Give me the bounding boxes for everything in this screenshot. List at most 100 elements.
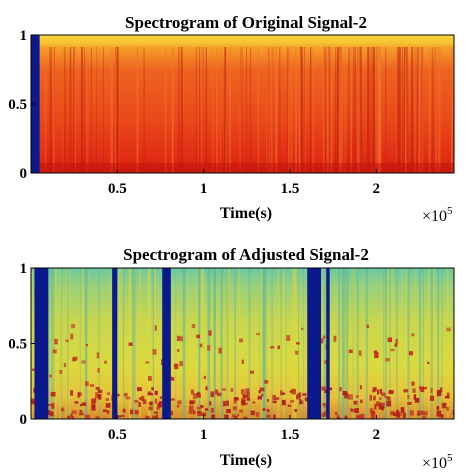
energy-blob <box>379 388 383 394</box>
energy-blob <box>370 413 375 419</box>
texture-stripe <box>367 47 370 173</box>
texture-stripe <box>440 47 442 173</box>
energy-blob <box>452 410 454 415</box>
texture-stripe <box>246 47 247 173</box>
texture-stripe <box>53 268 55 419</box>
energy-blob <box>375 401 381 407</box>
energy-blob <box>199 343 203 348</box>
energy-blob <box>409 410 414 416</box>
texture-stripe <box>152 268 155 419</box>
texture-stripe <box>279 47 281 173</box>
texture-stripe <box>309 47 312 173</box>
texture-stripe <box>137 47 139 173</box>
energy-blob <box>327 387 333 391</box>
energy-blob <box>369 394 373 401</box>
energy-blob <box>221 388 226 391</box>
energy-blob <box>373 350 378 353</box>
texture-stripe <box>221 268 223 419</box>
texture-stripe <box>118 268 121 419</box>
texture-stripe <box>357 47 360 173</box>
texture-stripe <box>202 268 205 419</box>
energy-blob <box>360 399 363 403</box>
texture-stripe <box>344 268 346 419</box>
energy-blob <box>258 390 261 394</box>
energy-blob <box>241 400 246 405</box>
energy-blob <box>210 407 215 413</box>
texture-stripe <box>65 268 67 419</box>
texture-stripe <box>283 268 286 419</box>
energy-blob <box>289 390 292 393</box>
texture-stripe <box>116 47 119 173</box>
texture-stripe <box>345 268 349 419</box>
energy-blob <box>65 339 69 343</box>
energy-blob <box>207 345 211 351</box>
energy-blob <box>414 397 420 403</box>
energy-blob <box>413 394 417 400</box>
energy-blob <box>437 390 442 396</box>
energy-blob <box>79 413 84 416</box>
energy-blob <box>208 401 212 406</box>
texture-stripe <box>324 47 327 173</box>
energy-blob <box>138 402 141 407</box>
energy-blob <box>400 407 405 413</box>
energy-blob <box>245 388 250 395</box>
energy-blob <box>381 392 386 397</box>
texture-stripe <box>372 47 375 173</box>
energy-blob <box>85 381 89 386</box>
energy-blob <box>150 401 153 406</box>
energy-blob <box>334 411 338 415</box>
energy-blob <box>366 324 369 329</box>
texture-stripe <box>407 268 410 419</box>
energy-blob <box>355 395 359 398</box>
energy-blob <box>347 394 353 400</box>
texture-stripe <box>212 47 214 173</box>
texture-stripe <box>374 47 376 173</box>
texture-stripe <box>213 268 216 419</box>
energy-blob <box>240 389 245 395</box>
energy-blob <box>179 336 184 342</box>
texture-stripe <box>422 268 424 419</box>
texture-stripe <box>200 268 204 419</box>
energy-blob <box>177 400 182 405</box>
texture-stripe <box>337 47 340 173</box>
energy-blob <box>70 413 73 418</box>
texture-stripe <box>383 268 384 419</box>
energy-blob <box>176 404 180 408</box>
energy-blob <box>201 412 207 417</box>
energy-blob <box>179 360 184 367</box>
texture-stripe <box>228 47 231 173</box>
masked-region <box>31 35 40 173</box>
energy-blob <box>224 414 229 419</box>
energy-blob <box>280 390 283 396</box>
energy-blob <box>286 335 291 341</box>
energy-blob <box>123 392 128 397</box>
texture-stripe <box>178 47 180 173</box>
energy-blob <box>382 405 385 409</box>
texture-stripe <box>205 47 207 173</box>
x-tick-label: 1.5 <box>281 427 300 443</box>
texture-stripe <box>195 47 197 173</box>
texture-stripe <box>341 47 343 173</box>
texture-stripe <box>59 268 62 419</box>
texture-stripe <box>131 268 135 419</box>
energy-blob <box>230 388 234 392</box>
texture-stripe <box>359 47 361 173</box>
energy-blob <box>102 409 107 413</box>
texture-stripe <box>198 268 201 419</box>
x-axis-ticks: 0.5 1 1.5 2 <box>108 169 380 197</box>
energy-blob <box>155 414 158 419</box>
energy-blob <box>294 409 298 413</box>
energy-blob <box>154 325 157 331</box>
texture-stripe <box>356 47 360 173</box>
texture-stripe <box>391 268 394 419</box>
texture-stripe <box>118 47 120 173</box>
texture-stripe <box>84 268 88 419</box>
energy-blob <box>226 409 231 414</box>
texture-stripe <box>379 47 381 173</box>
texture-stripe <box>227 268 231 419</box>
texture-stripe <box>136 47 139 173</box>
energy-blob <box>204 408 209 411</box>
texture-stripe <box>428 47 431 173</box>
energy-blob <box>282 392 285 395</box>
energy-blob <box>369 408 374 413</box>
